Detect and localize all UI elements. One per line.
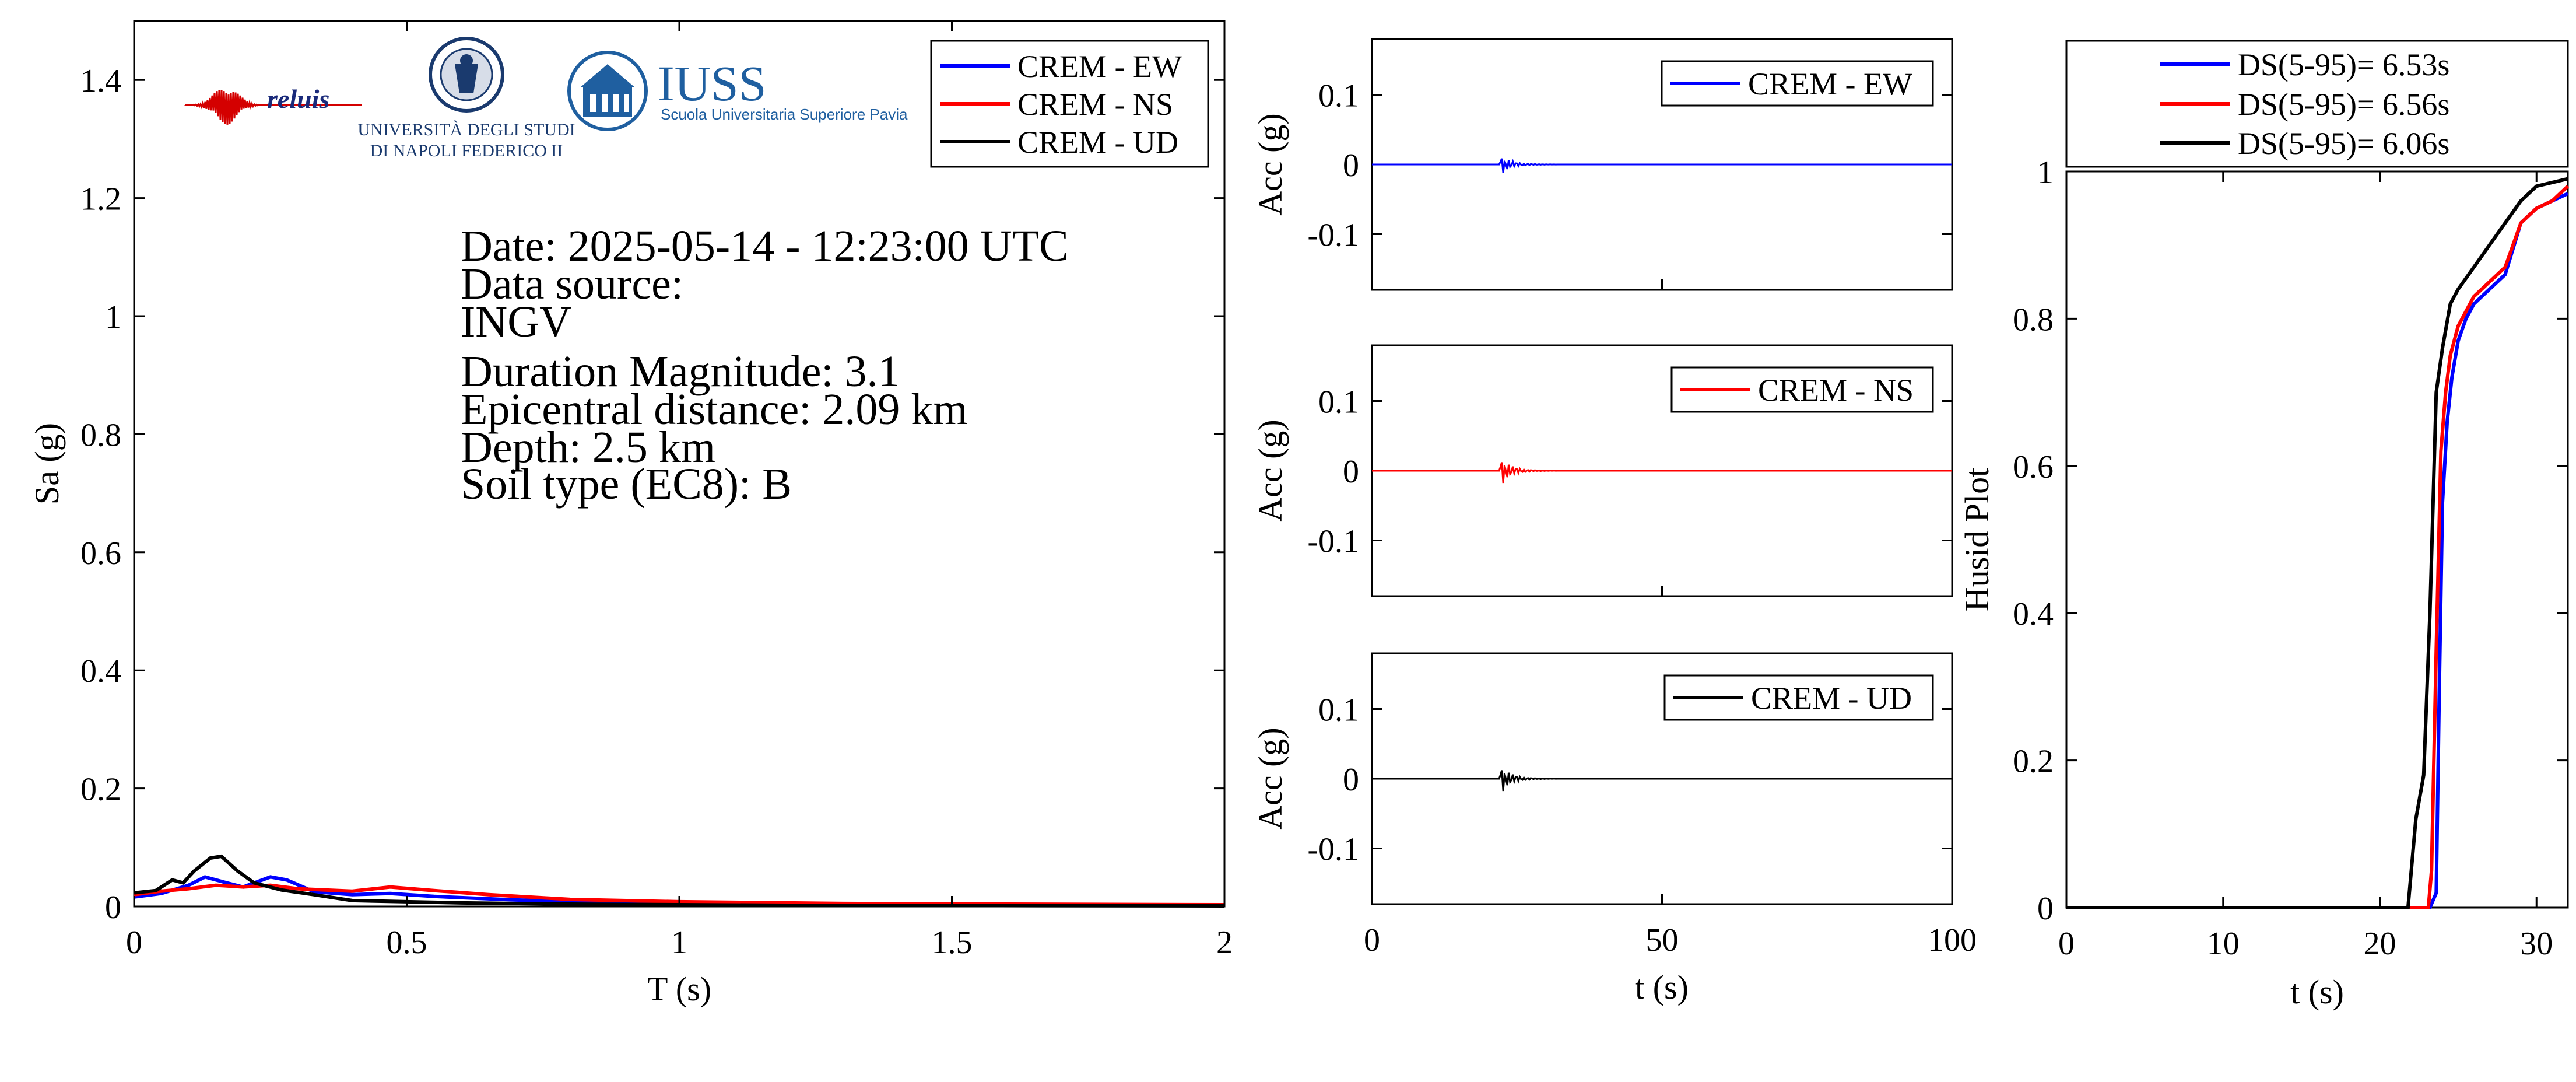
accelerogram-trace [1372, 462, 1952, 484]
accelerogram-ud: Acc (g) 0.1 0 -0.1 CREM - UD [1251, 652, 1953, 905]
husid-curves [2066, 177, 2570, 909]
spectrum-legend-ud: CREM - UD [1017, 125, 1178, 160]
x-tick-label: 0 [1364, 922, 1380, 958]
husid-axes-box [2065, 170, 2569, 909]
accelerogram-ns: Acc (g) 0.1 0 -0.1 CREM - NS [1251, 344, 1953, 597]
x-tick-label: 2 [1216, 925, 1233, 961]
y-tick-label: 0 [105, 890, 121, 926]
depth: Depth: 2.5 km [461, 423, 715, 472]
x-tick-label: 10 [2207, 926, 2240, 962]
iuss-logo: IUSS Scuola Universitaria Superiore Pavi… [567, 51, 908, 131]
husid-legend: DS(5-95)= 6.53s DS(5-95)= 6.56s DS(5-95)… [2065, 40, 2569, 168]
spectrum-ticks: 0 0.5 1 1.5 2 0 0.2 0.4 0.6 0.8 1 1.2 1.4 [80, 21, 1233, 961]
x-tick-label: 20 [2364, 926, 2396, 962]
y-tick-label: 0.4 [2013, 596, 2054, 632]
spectrum-x-label: T (s) [647, 970, 711, 1008]
x-tick-label: 50 [1646, 922, 1679, 958]
soil-type: Soil type (EC8): B [461, 460, 792, 509]
spectrum-series-ud [134, 854, 1225, 908]
y-tick-label: 1.2 [80, 181, 121, 218]
event-date: Date: 2025-05-14 - 12:23:00 UTC [461, 222, 1069, 271]
y-tick-label: 0.1 [1318, 78, 1359, 114]
y-tick-label: 0.4 [80, 653, 121, 689]
y-tick-label: 0 [1343, 454, 1359, 490]
y-tick-label: 0.6 [2013, 449, 2054, 485]
y-tick-label: 1.4 [80, 63, 121, 99]
y-tick-label: 0.2 [80, 772, 121, 808]
unina-logo: UNIVERSITÀ DEGLI STUDI DI NAPOLI FEDERIC… [357, 37, 575, 160]
accelerogram-x-ticks: 0 50 100 [1364, 922, 1977, 958]
x-tick-label: 100 [1928, 922, 1977, 958]
y-tick-label: 1 [2037, 155, 2054, 191]
acc-ud-legend: CREM - UD [1751, 681, 1912, 716]
husid-legend-ew: DS(5-95)= 6.53s [2238, 47, 2449, 82]
unina-logo-line1: UNIVERSITÀ DEGLI STUDI [357, 120, 575, 139]
spectrum-series-ns [134, 883, 1225, 906]
y-tick-label: 1 [105, 299, 121, 335]
husid-y-label: Husid Plot [1958, 468, 1996, 612]
data-source: INGV [461, 297, 571, 346]
data-source-label: Data source: [461, 260, 683, 309]
epicentral-distance: Epicentral distance: 2.09 km [461, 385, 968, 434]
y-tick-label: 0.1 [1318, 384, 1359, 421]
accelerogram-trace [1372, 770, 1952, 792]
unina-logo-line2: DI NAPOLI FEDERICO II [370, 141, 563, 160]
spectrum-legend-ew: CREM - EW [1017, 49, 1182, 84]
accelerogram-ew: Acc (g) 0.1 0 -0.1 CREM - EW [1251, 38, 1953, 291]
spectrum-legend-ns: CREM - NS [1017, 87, 1173, 122]
y-tick-label: 0.8 [80, 417, 121, 453]
husid-legend-ud: DS(5-95)= 6.06s [2238, 126, 2449, 161]
x-tick-label: 0.5 [387, 925, 427, 961]
duration-magnitude: Duration Magnitude: 3.1 [461, 347, 900, 396]
reluis-logo-text: reluis [267, 84, 329, 114]
y-tick-label: 0.2 [2013, 744, 2054, 780]
spectrum-axes-box [133, 20, 1226, 908]
spectrum-y-label: Sa (g) [28, 423, 66, 505]
spectrum-legend: CREM - EW CREM - NS CREM - UD [930, 40, 1209, 168]
y-tick-label: 0.8 [2013, 302, 2054, 338]
y-tick-label: 0 [1343, 762, 1359, 798]
husid-x-label: t (s) [2290, 973, 2344, 1011]
iuss-logo-text: IUSS [658, 55, 766, 111]
acc-ns-y-label: Acc (g) [1251, 419, 1289, 522]
iuss-logo-subtext: Scuola Universitaria Superiore Pavia [661, 106, 908, 123]
acc-ew-y-label: Acc (g) [1251, 113, 1289, 216]
reluis-logo: reluis [184, 84, 362, 125]
spectrum-panel: 0 0.5 1 1.5 2 0 0.2 0.4 0.6 0.8 1 1.2 1.4 T (s) Sa (… [28, 20, 1233, 1008]
x-tick-label: 0 [2058, 926, 2075, 962]
accelerogram-trace [1372, 158, 1952, 173]
accelerogram-x-label: t (s) [1635, 968, 1689, 1006]
x-tick-label: 0 [126, 925, 142, 961]
y-tick-label: -0.1 [1307, 831, 1359, 867]
y-tick-label: -0.1 [1307, 523, 1359, 559]
x-tick-label: 1.5 [932, 925, 973, 961]
y-tick-label: 0 [2037, 891, 2054, 927]
y-tick-label: 0.6 [80, 535, 121, 572]
x-tick-label: 1 [671, 925, 687, 961]
husid-ticks: 0 10 20 30 0 0.2 0.4 0.6 0.8 1 [2013, 155, 2568, 962]
husid-panel: 0 10 20 30 0 0.2 0.4 0.6 0.8 1 t (s) Husid Plot D… [1958, 40, 2570, 1011]
husid-series-ns [2066, 185, 2570, 909]
acc-ew-legend: CREM - EW [1748, 66, 1912, 101]
husid-series-ud [2066, 177, 2568, 909]
y-tick-label: 0 [1343, 148, 1359, 184]
acc-ud-y-label: Acc (g) [1251, 727, 1289, 830]
husid-legend-ns: DS(5-95)= 6.56s [2238, 87, 2449, 122]
y-tick-label: -0.1 [1307, 217, 1359, 253]
accelerogram-panels: Acc (g) 0.1 0 -0.1 CREM - EW Acc (g) 0.1 0 -… [1251, 38, 1977, 1006]
x-tick-label: 30 [2520, 926, 2553, 962]
y-tick-label: 0.1 [1318, 692, 1359, 729]
acc-ns-legend: CREM - NS [1758, 373, 1914, 408]
